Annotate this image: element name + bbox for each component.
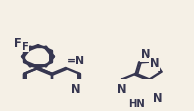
Text: F: F: [14, 37, 22, 50]
Text: N: N: [152, 92, 162, 105]
Text: N: N: [150, 57, 159, 70]
Text: HN: HN: [128, 99, 145, 109]
Text: N: N: [71, 83, 81, 96]
Text: F: F: [21, 42, 28, 52]
Text: N: N: [117, 83, 126, 96]
Text: N: N: [141, 48, 151, 61]
Text: =N: =N: [67, 56, 85, 66]
